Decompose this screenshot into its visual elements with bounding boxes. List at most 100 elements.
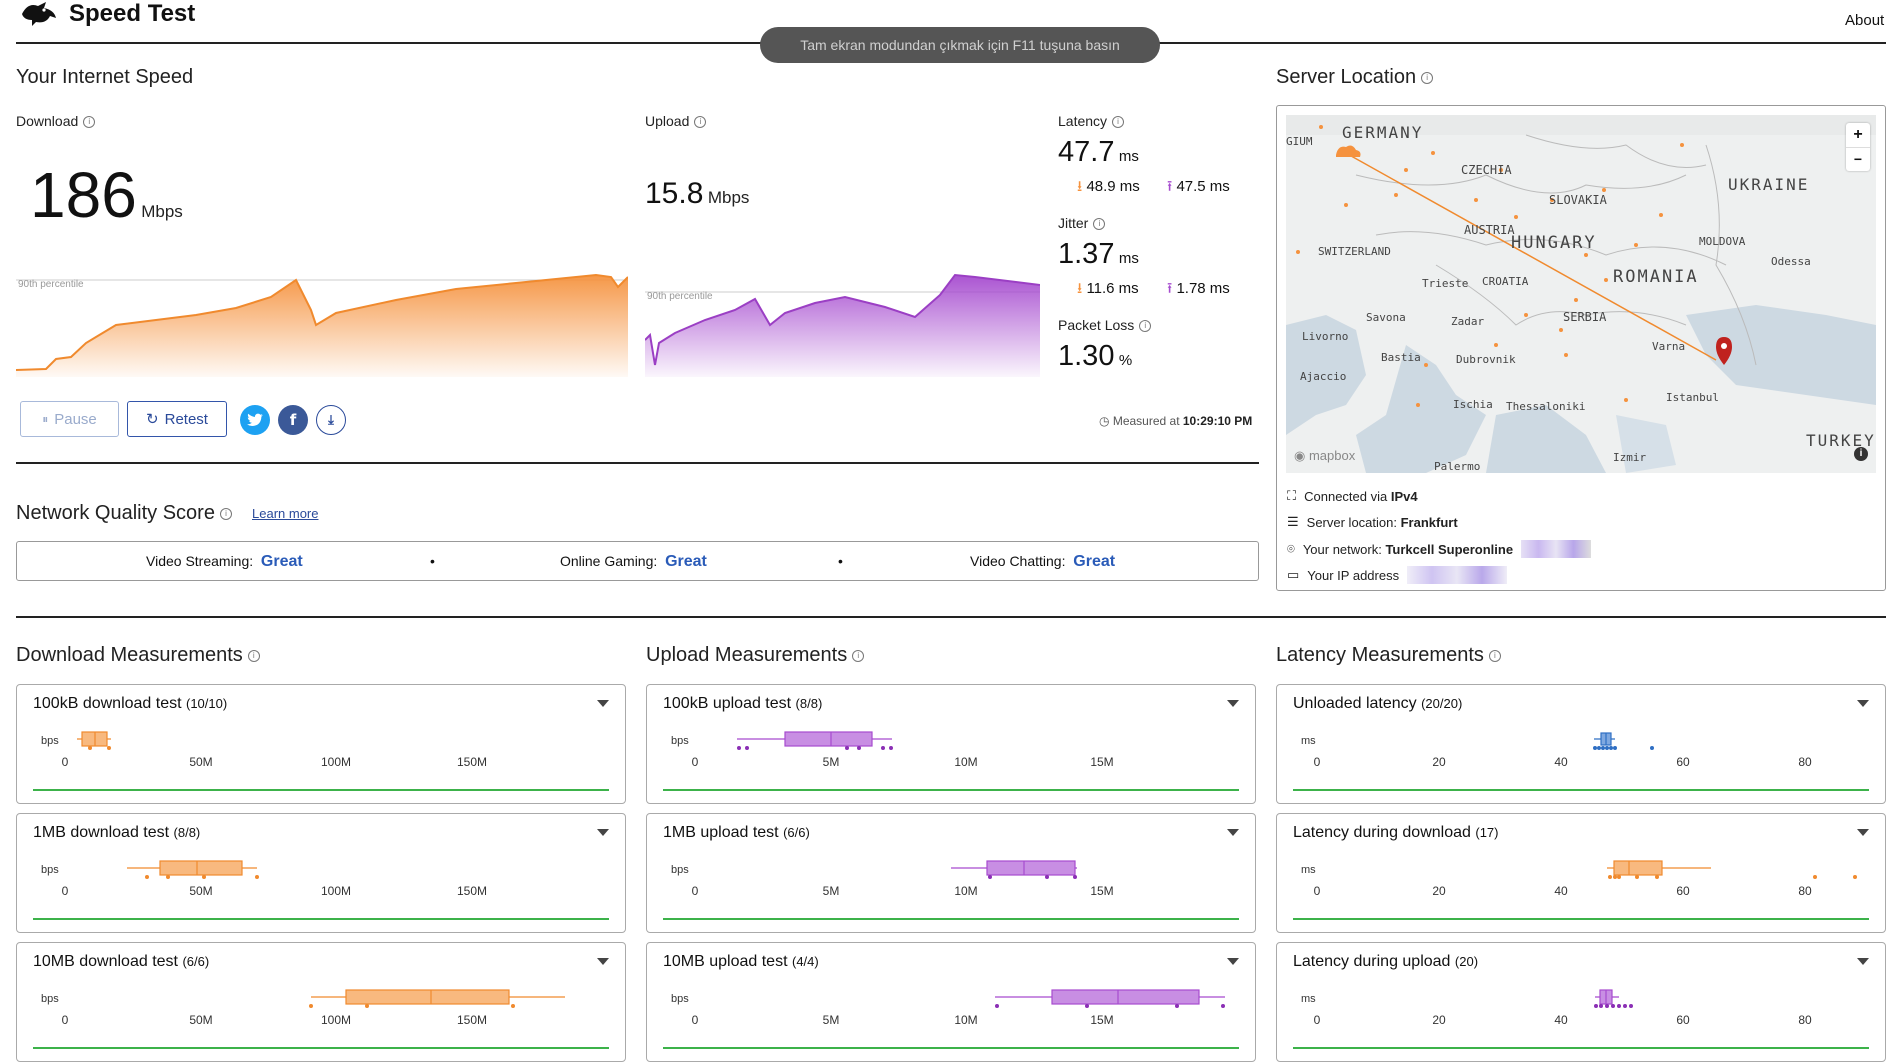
download-speed-chart: 90th percentile xyxy=(16,273,628,377)
boxplot xyxy=(951,860,1077,879)
measurement-card[interactable]: Unloaded latency (20/20) ms 0 20 40 60 8… xyxy=(1276,684,1886,804)
twitter-icon xyxy=(247,413,263,426)
quality-item-gaming: Online Gaming: Great xyxy=(560,553,707,570)
learn-more-link[interactable]: Learn more xyxy=(252,506,319,521)
measurement-card[interactable]: 100kB upload test (8/8) bps 0 5M 10M 15M xyxy=(646,684,1256,804)
info-icon[interactable]: i xyxy=(694,116,707,129)
server-location: ☰ Server location: Frankfurt xyxy=(1287,514,1458,530)
card-title: 10MB upload test (4/4) xyxy=(663,953,819,970)
network-icon: ⛶ xyxy=(1287,488,1297,503)
axis-tick: 0 xyxy=(1313,884,1321,898)
axis-tick: 0 xyxy=(61,884,69,898)
axis-tick: 150M xyxy=(456,1013,488,1027)
map-label: CZECHIA xyxy=(1461,163,1512,177)
map-info-icon[interactable]: i xyxy=(1854,447,1868,461)
info-icon[interactable]: i xyxy=(219,507,232,520)
jitter-label: Jitter i xyxy=(1058,215,1106,231)
quality-item-chatting: Video Chatting: Great xyxy=(970,553,1116,570)
status-line xyxy=(1293,789,1869,791)
axis-tick: 40 xyxy=(1554,1013,1568,1027)
map-label: Ischia xyxy=(1453,398,1493,411)
info-icon[interactable]: i xyxy=(247,649,260,662)
info-icon[interactable]: i xyxy=(83,116,96,129)
twitter-share-button[interactable] xyxy=(240,405,270,435)
jitter-unit: ms xyxy=(1118,250,1139,267)
upload-speed-chart: 90th percentile xyxy=(645,273,1040,377)
facebook-share-button[interactable]: f xyxy=(278,405,308,435)
measurement-card[interactable]: 100kB download test (10/10) bps 0 50M 10… xyxy=(16,684,626,804)
info-icon[interactable]: i xyxy=(852,649,865,662)
axis-tick: 10M xyxy=(954,1013,978,1027)
axis-unit: bps xyxy=(671,864,689,876)
quality-separator: • xyxy=(430,553,435,569)
download-arrow-icon: ⭳ xyxy=(1077,178,1083,195)
about-link[interactable]: About xyxy=(1845,12,1885,29)
server-title: Server Location i xyxy=(1276,66,1434,89)
app-title: Speed Test xyxy=(69,0,196,27)
packet-loss-value: 1.30 % xyxy=(1058,340,1132,373)
pause-button[interactable]: ⏸ Pause xyxy=(20,401,119,437)
info-icon[interactable]: i xyxy=(1093,218,1106,231)
axis-tick: 0 xyxy=(1313,755,1321,769)
refresh-icon: ↻ xyxy=(146,411,159,428)
chevron-down-icon[interactable] xyxy=(1227,958,1239,965)
card-title: 100kB upload test (8/8) xyxy=(663,695,823,712)
info-icon[interactable]: i xyxy=(1488,649,1501,662)
chevron-down-icon[interactable] xyxy=(597,958,609,965)
retest-button[interactable]: ↻ Retest xyxy=(127,401,227,437)
measurement-card[interactable]: Latency during upload (20) ms 0 20 40 60… xyxy=(1276,942,1886,1062)
axis-tick: 80 xyxy=(1798,884,1812,898)
axis-tick: 100M xyxy=(320,1013,352,1027)
download-results-button[interactable]: ⤓ xyxy=(316,405,346,435)
map-label: HUNGARY xyxy=(1511,233,1597,253)
speed-section-title: Your Internet Speed xyxy=(16,66,194,88)
latency-number: 47.7 xyxy=(1058,136,1115,168)
map-label: Dubrovnik xyxy=(1456,353,1516,366)
chevron-down-icon[interactable] xyxy=(1857,829,1869,836)
axis-tick: 10M xyxy=(954,884,978,898)
map-label: Livorno xyxy=(1302,330,1349,343)
boxplot xyxy=(995,989,1225,1008)
map-label: Zadar xyxy=(1451,315,1485,328)
chevron-down-icon[interactable] xyxy=(597,829,609,836)
map-label: SERBIA xyxy=(1563,310,1607,324)
measurement-card[interactable]: 1MB download test (8/8) bps 0 50M 100M 1… xyxy=(16,813,626,933)
latency-value: 47.7 ms xyxy=(1058,136,1139,169)
measurement-card[interactable]: Latency during download (17) ms 0 20 40 … xyxy=(1276,813,1886,933)
download-value: 186 Mbps xyxy=(30,158,183,232)
info-icon[interactable]: i xyxy=(1139,320,1152,333)
zoom-out-button[interactable]: − xyxy=(1853,151,1863,167)
axis-tick: 15M xyxy=(1090,1013,1114,1027)
status-line xyxy=(33,789,609,791)
chevron-down-icon[interactable] xyxy=(1857,958,1869,965)
chevron-down-icon[interactable] xyxy=(1227,829,1239,836)
zoom-in-button[interactable]: + xyxy=(1846,123,1870,148)
measurement-card[interactable]: 1MB upload test (6/6) bps 0 5M 10M 15M xyxy=(646,813,1256,933)
measurement-card[interactable]: 10MB upload test (4/4) bps 0 5M 10M 15M xyxy=(646,942,1256,1062)
upload-label: Upload i xyxy=(645,113,707,129)
fullscreen-toast-text: Tam ekran modundan çıkmak için F11 tuşun… xyxy=(800,37,1120,53)
chevron-down-icon[interactable] xyxy=(1857,700,1869,707)
boxplot xyxy=(127,860,259,879)
chevron-down-icon[interactable] xyxy=(1227,700,1239,707)
info-icon[interactable]: i xyxy=(1112,116,1125,129)
info-icon[interactable]: i xyxy=(1421,71,1434,84)
download-area xyxy=(16,275,628,377)
latency-up: ⭱ 47.5 ms xyxy=(1167,178,1230,195)
map-label: Palermo xyxy=(1434,460,1481,473)
card-title: 100kB download test (10/10) xyxy=(33,695,228,712)
upload-area xyxy=(645,275,1040,377)
axis-unit: bps xyxy=(671,735,689,747)
measured-at: ◷ Measured at 10:29:10 PM xyxy=(1099,414,1253,428)
speed-divider xyxy=(16,462,1259,464)
axis-tick: 0 xyxy=(691,884,699,898)
axis-tick: 80 xyxy=(1798,1013,1812,1027)
packet-loss-number: 1.30 xyxy=(1058,340,1115,372)
measurement-card[interactable]: 10MB download test (6/6) bps 0 50M 100M … xyxy=(16,942,626,1062)
upload-percentile-label: 90th percentile xyxy=(647,291,713,302)
server-map[interactable]: GIUM GERMANY CZECHIA SLOVAKIA UKRAINE AU… xyxy=(1286,115,1876,473)
axis-tick: 15M xyxy=(1090,755,1114,769)
axis-tick: 20 xyxy=(1432,1013,1446,1027)
chevron-down-icon[interactable] xyxy=(597,700,609,707)
axis-unit: bps xyxy=(41,864,59,876)
